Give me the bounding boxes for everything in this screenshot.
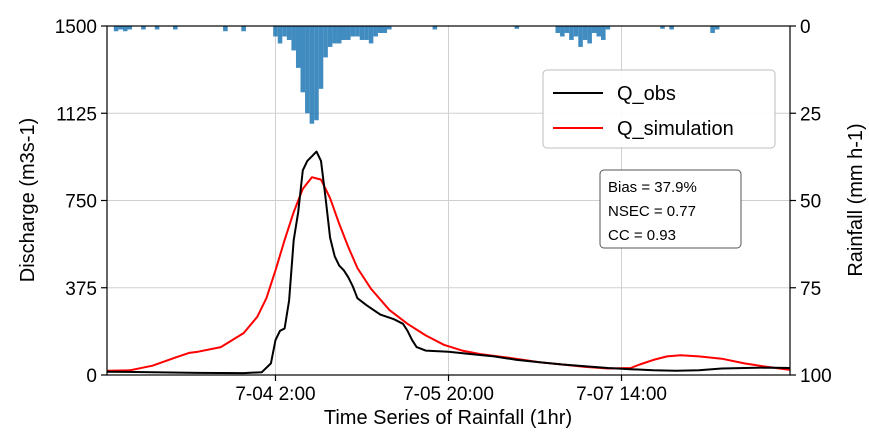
rainfall-bar — [582, 26, 588, 40]
rainfall-bar — [605, 26, 611, 30]
stats-cc: CC = 0.93 — [608, 227, 676, 244]
rainfall-bar — [118, 26, 123, 30]
rainfall-bar — [569, 26, 574, 40]
y-tick-label-left: 1125 — [56, 104, 97, 125]
rainfall-bar — [341, 26, 347, 40]
rainfall-bar — [336, 26, 342, 44]
left-axis-ticks: 0 375 750 1125 1500 — [55, 17, 107, 387]
y-axis-label-right: Rainfall (mm h-1) — [845, 123, 867, 276]
y-axis-label-left: Discharge (m3s-1) — [17, 118, 39, 282]
series-lines — [106, 150, 791, 375]
rainfall-bar — [141, 26, 146, 30]
rainfall-bar — [241, 26, 246, 32]
y-tick-label-left: 750 — [65, 192, 97, 213]
rainfall-bar — [127, 26, 133, 30]
rainfall-bar — [564, 26, 570, 33]
rainfall-bar — [291, 26, 296, 51]
x-tick-label: 7-07 14:00 — [576, 384, 667, 405]
rainfall-bars — [113, 26, 720, 124]
y-tick-label-right: 100 — [800, 366, 832, 387]
x-axis-ticks: 7-04 2:00 7-05 20:00 7-07 14:00 — [235, 375, 667, 405]
rainfall-bar — [113, 26, 119, 32]
rainfall-bar — [327, 26, 333, 47]
rainfall-bar — [154, 26, 160, 30]
rainfall-bar — [346, 26, 351, 40]
rainfall-bar — [432, 26, 438, 30]
y-tick-label-right: 25 — [800, 104, 821, 125]
y-tick-label-left: 1500 — [55, 17, 97, 38]
rainfall-bar — [364, 26, 369, 40]
rainfall-bar — [223, 26, 228, 32]
rainfall-bar — [596, 26, 602, 37]
rainfall-bar — [282, 26, 287, 37]
rainfall-bar — [387, 26, 392, 30]
legend: Q_obs Q_simulation — [542, 69, 776, 149]
stats-box: Bias = 37.9% NSEC = 0.77 CC = 0.93 — [599, 169, 742, 249]
y-tick-label-right: 75 — [800, 279, 821, 300]
stats-nsec: NSEC = 0.77 — [608, 203, 696, 220]
rainfall-bar — [714, 26, 720, 30]
rainfall-bar — [173, 26, 178, 30]
rainfall-bar — [591, 26, 597, 33]
x-tick-label: 7-04 2:00 — [235, 384, 315, 405]
rainfall-bar — [573, 26, 579, 37]
rainfall-bar — [300, 26, 306, 93]
rainfall-bar — [355, 26, 360, 37]
y-tick-label-left: 375 — [65, 279, 97, 300]
legend-label-q-simulation: Q_simulation — [617, 118, 734, 140]
rainfall-bar — [305, 26, 310, 114]
x-tick-label: 7-05 20:00 — [403, 384, 494, 405]
series-line-q-obs — [106, 150, 791, 375]
rainfall-bar — [273, 26, 278, 37]
rainfall-bar — [373, 26, 378, 37]
y-tick-label-left: 0 — [86, 366, 97, 387]
rainfall-bar — [587, 26, 592, 44]
rainfall-bar — [578, 26, 583, 47]
rainfall-bar — [560, 26, 565, 37]
rainfall-bar — [710, 26, 715, 33]
rainfall-bar — [382, 26, 388, 33]
rainfall-bar — [359, 26, 365, 40]
rainfall-bar — [314, 26, 319, 121]
rainfall-bar — [318, 26, 324, 89]
rainfall-bar — [368, 26, 374, 44]
rainfall-bar — [277, 26, 283, 44]
rainfall-bar — [660, 26, 665, 29]
y-tick-label-right: 0 — [800, 17, 811, 38]
rainfall-bar — [122, 26, 128, 32]
rainfall-bar — [309, 26, 315, 124]
rainfall-bar — [323, 26, 328, 58]
right-axis-ticks: 100 75 50 25 0 — [790, 17, 832, 387]
rainfall-bar — [377, 26, 383, 33]
rainfall-bar — [514, 26, 520, 29]
x-axis-label: Time Series of Rainfall (1hr) — [324, 407, 572, 429]
rainfall-bar — [286, 26, 292, 40]
series-line-q-simulation — [106, 176, 791, 372]
legend-label-q-obs: Q_obs — [617, 83, 676, 105]
rainfall-bar — [332, 26, 337, 44]
rainfall-bar — [350, 26, 356, 37]
rainfall-bar — [295, 26, 301, 68]
y-tick-label-right: 50 — [800, 192, 821, 213]
rainfall-bar — [669, 26, 674, 30]
rainfall-bar — [601, 26, 606, 40]
stats-bias: Bias = 37.9% — [608, 179, 697, 196]
rainfall-bar — [555, 26, 561, 33]
stats-box-frame — [599, 169, 742, 249]
